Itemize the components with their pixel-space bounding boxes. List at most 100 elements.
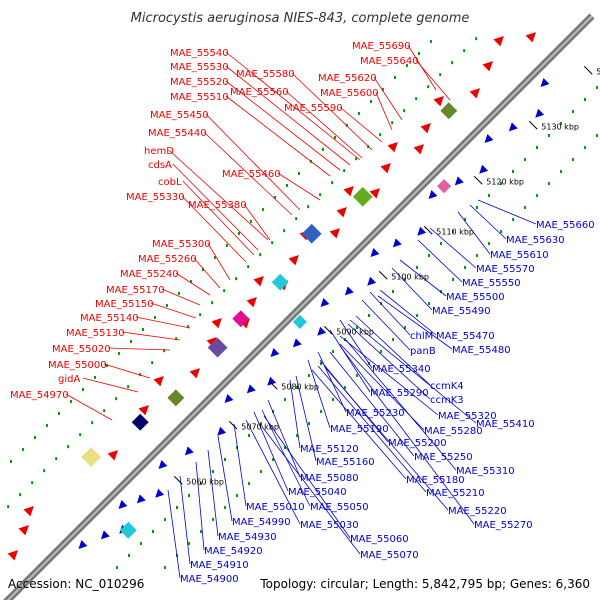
reverse-gene-label: MAE_55500	[446, 292, 505, 303]
forward-gene-arrow	[420, 123, 431, 134]
gc-dot	[332, 398, 335, 402]
gc-dot	[199, 313, 202, 317]
forward-label-leader	[150, 302, 197, 319]
reverse-gene-label: MAE_55660	[536, 220, 595, 231]
gc-dot	[259, 253, 262, 257]
forward-gene-label: MAE_55510	[170, 92, 229, 103]
gc-dot	[45, 423, 48, 427]
reverse-label-leader	[377, 295, 453, 350]
gc-dot	[381, 87, 384, 91]
gc-dot	[272, 458, 275, 462]
gc-dot	[380, 350, 383, 354]
gc-dot	[141, 327, 144, 331]
gc-dot	[93, 375, 96, 379]
gc-dot	[356, 326, 359, 330]
forward-label-leader	[205, 113, 301, 211]
reverse-gene-label: MAE_55230	[346, 408, 405, 419]
gc-dot	[7, 505, 10, 509]
reverse-gene-arrow	[479, 164, 489, 174]
forward-label-leader	[161, 288, 201, 306]
gc-dot	[43, 469, 46, 473]
gc-dot	[296, 386, 299, 390]
scale-tick-label: 5080 kbp	[281, 382, 319, 391]
genome-summary-text: Topology: circular; Length: 5,842,795 bp…	[259, 577, 590, 591]
gc-dot	[224, 506, 227, 510]
gene-box	[131, 413, 149, 431]
reverse-label-leader	[361, 299, 411, 351]
forward-label-leader	[207, 242, 231, 281]
forward-gene-label: MAE_55380	[188, 200, 247, 211]
gc-dot	[463, 49, 466, 53]
forward-label-leader	[225, 95, 331, 177]
reverse-gene-label: MAE_55180	[406, 475, 465, 486]
reverse-gene-arrow	[367, 276, 377, 286]
forward-gene-arrow	[493, 35, 504, 47]
gc-dot	[475, 37, 478, 41]
gc-dot	[307, 205, 310, 209]
forward-gene-arrow	[343, 185, 354, 197]
gc-dot	[164, 566, 167, 570]
reverse-gene-label: MAE_55570	[476, 264, 535, 275]
scale-tick-label: 5140 kbp	[596, 67, 600, 76]
forward-label-leader	[203, 131, 293, 216]
gc-dot	[357, 111, 360, 115]
gc-dot	[248, 482, 251, 486]
gc-dot	[584, 98, 587, 102]
reverse-gene-arrow	[155, 488, 165, 498]
reverse-label-leader	[355, 315, 431, 386]
reverse-label-leader	[329, 351, 415, 457]
gc-dot	[297, 171, 300, 175]
reverse-gene-label: MAE_55220	[448, 506, 507, 517]
forward-gene-label: MAE_55460	[222, 169, 281, 180]
reverse-label-leader	[399, 259, 447, 297]
gc-dot	[163, 349, 166, 353]
gc-dot	[19, 493, 22, 497]
gc-dot	[116, 566, 119, 570]
gc-dot	[9, 459, 12, 463]
gene-box	[301, 223, 322, 244]
gc-dot	[320, 410, 323, 414]
forward-gene-label: MAE_55690	[352, 41, 411, 52]
gc-dot	[129, 339, 132, 343]
gc-dot	[572, 110, 575, 114]
forward-gene-label: MAE_55580	[236, 69, 295, 80]
gc-dot	[572, 158, 575, 162]
gc-dot	[201, 267, 204, 271]
scale-tick	[228, 420, 238, 430]
gc-dot	[319, 193, 322, 197]
gc-dot	[368, 314, 371, 318]
gc-dot	[451, 61, 454, 65]
forward-gene-label: MAE_55150	[95, 299, 154, 310]
gc-dot	[247, 265, 250, 269]
reverse-gene-label: MAE_55470	[436, 331, 495, 342]
gc-dot	[187, 325, 190, 329]
reverse-gene-label: MAE_54990	[232, 517, 291, 528]
reverse-gene-label: MAE_55010	[246, 502, 305, 513]
reverse-label-leader	[429, 227, 477, 269]
gene-labels: MAE_55690 MAE_55540 MAE_55640 MAE_55530 MAE_…	[10, 41, 595, 585]
gc-dot	[416, 266, 419, 270]
reverse-gene-label: ccmK4	[430, 381, 464, 392]
reverse-label-leader	[345, 339, 457, 471]
gc-dot	[417, 51, 420, 55]
reverse-gene-arrow	[246, 384, 256, 394]
reverse-gene-arrow	[320, 298, 330, 307]
gc-dot	[31, 481, 34, 485]
gc-dot	[512, 218, 515, 222]
gc-dot	[223, 289, 226, 293]
reverse-gene-label: MAE_55610	[490, 250, 549, 261]
gc-dot	[464, 218, 467, 222]
forward-gene-label: MAE_55330	[126, 192, 185, 203]
forward-label-leader	[175, 272, 211, 296]
forward-gene-label: MAE_55020	[52, 344, 111, 355]
gc-dot	[464, 266, 467, 270]
gc-dot	[548, 134, 551, 138]
forward-label-leader	[277, 172, 321, 201]
forward-gene-arrow	[433, 95, 444, 107]
forward-gene-label: MAE_55530	[170, 62, 229, 73]
gc-dot	[57, 411, 60, 415]
reverse-gene-label: MAE_55030	[300, 520, 359, 531]
reverse-gene-arrow	[217, 426, 227, 436]
forward-label-leader	[373, 76, 403, 121]
gc-dot	[536, 146, 539, 150]
